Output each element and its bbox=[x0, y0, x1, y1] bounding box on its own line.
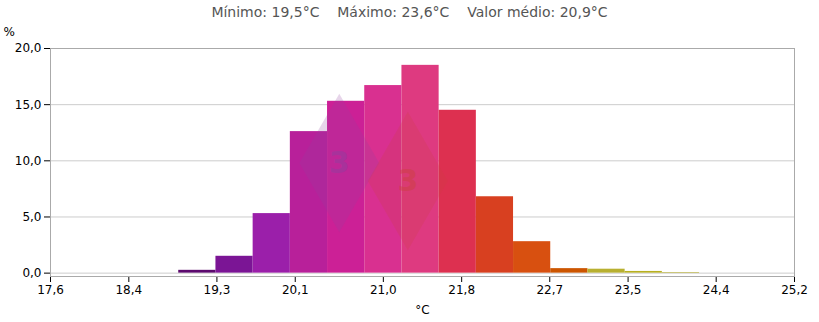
svg-text:17,6: 17,6 bbox=[37, 283, 64, 297]
svg-text:3: 3 bbox=[329, 145, 350, 180]
html-text:Mínimo: 19,5°C Máximo: 23,6°C: Mínimo: 19,5°C Máximo: 23,6°C Valor médi… bbox=[211, 4, 608, 20]
svg-text:23,5: 23,5 bbox=[615, 283, 642, 297]
svg-text:21,0: 21,0 bbox=[370, 283, 397, 297]
svg-text:5,0: 5,0 bbox=[22, 210, 41, 224]
svg-text:20,0: 20,0 bbox=[15, 41, 42, 55]
svg-text:0,0: 0,0 bbox=[22, 266, 41, 280]
svg-text:10,0: 10,0 bbox=[15, 154, 42, 168]
svg-text:20,1: 20,1 bbox=[282, 283, 309, 297]
svg-text:3: 3 bbox=[397, 163, 418, 198]
svg-text:18,4: 18,4 bbox=[115, 283, 142, 297]
svg-text:15,0: 15,0 bbox=[15, 97, 42, 111]
svg-text:°C: °C bbox=[415, 303, 429, 317]
svg-text:21,8: 21,8 bbox=[448, 283, 475, 297]
svg-text:24,4: 24,4 bbox=[703, 283, 730, 297]
svg-text:19,3: 19,3 bbox=[204, 283, 231, 297]
svg-text:25,2: 25,2 bbox=[781, 283, 808, 297]
svg-text:%: % bbox=[4, 25, 15, 39]
svg-text:22,7: 22,7 bbox=[536, 283, 563, 297]
